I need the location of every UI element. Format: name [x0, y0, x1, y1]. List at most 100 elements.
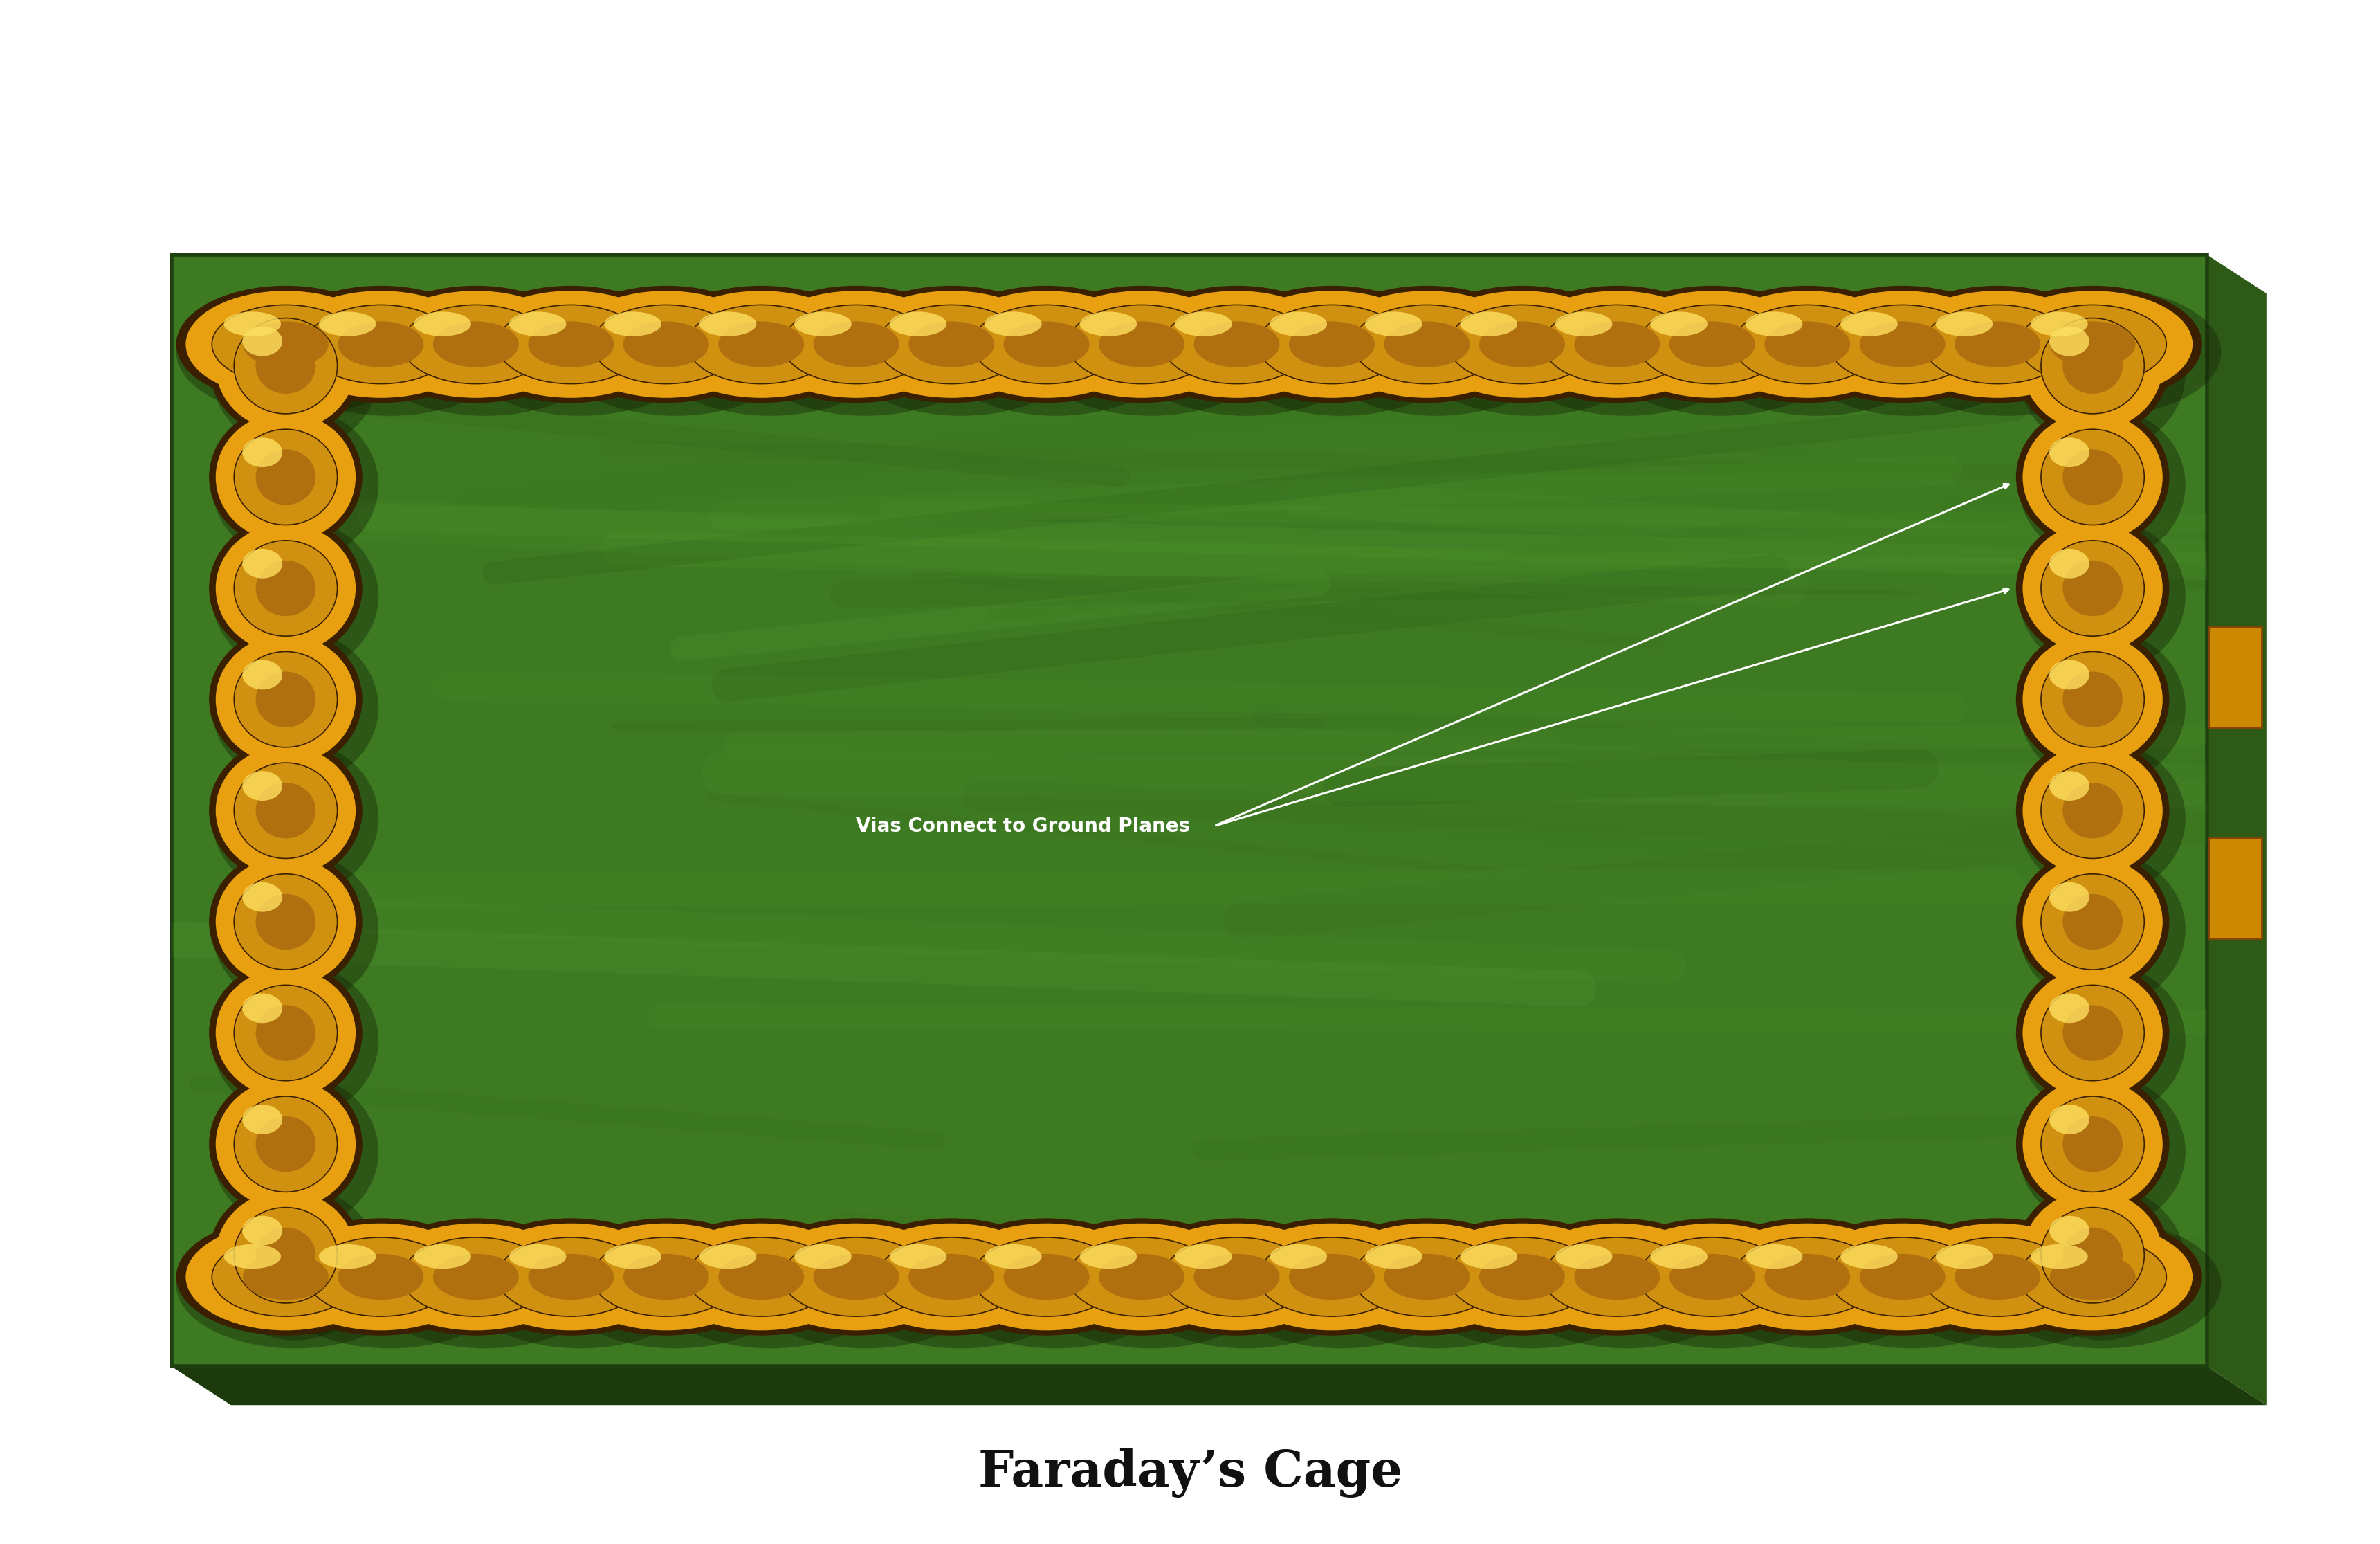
Ellipse shape — [1411, 1221, 1649, 1348]
Ellipse shape — [1033, 289, 1271, 415]
Ellipse shape — [233, 318, 338, 414]
Ellipse shape — [1411, 1218, 1630, 1336]
Ellipse shape — [1042, 1223, 1242, 1331]
Ellipse shape — [209, 962, 362, 1104]
Ellipse shape — [2023, 523, 2161, 653]
Ellipse shape — [212, 1186, 378, 1340]
Ellipse shape — [367, 286, 585, 403]
Ellipse shape — [1859, 1254, 1944, 1300]
Ellipse shape — [700, 312, 757, 337]
Ellipse shape — [212, 1075, 378, 1229]
Ellipse shape — [2061, 783, 2123, 838]
Ellipse shape — [2016, 1073, 2168, 1215]
Ellipse shape — [1221, 1221, 1459, 1348]
Ellipse shape — [2040, 429, 2144, 525]
Ellipse shape — [973, 1237, 1121, 1317]
Ellipse shape — [2016, 962, 2168, 1104]
Ellipse shape — [209, 1184, 362, 1326]
Ellipse shape — [255, 894, 317, 950]
Ellipse shape — [414, 1244, 471, 1269]
Ellipse shape — [212, 630, 378, 784]
Ellipse shape — [783, 1237, 931, 1317]
Ellipse shape — [1352, 304, 1499, 384]
Ellipse shape — [243, 548, 283, 579]
Ellipse shape — [852, 290, 1052, 398]
Ellipse shape — [1611, 1223, 1811, 1331]
Ellipse shape — [2018, 741, 2185, 896]
Ellipse shape — [281, 290, 481, 398]
Ellipse shape — [209, 628, 362, 770]
Ellipse shape — [757, 1223, 957, 1331]
Ellipse shape — [2023, 1190, 2161, 1320]
Ellipse shape — [2049, 321, 2135, 367]
Ellipse shape — [471, 290, 671, 398]
Ellipse shape — [2016, 406, 2168, 548]
Ellipse shape — [1954, 1254, 2040, 1300]
Ellipse shape — [1069, 304, 1216, 384]
Ellipse shape — [1316, 1218, 1535, 1336]
Ellipse shape — [176, 1218, 395, 1336]
Ellipse shape — [909, 321, 995, 367]
Ellipse shape — [2016, 295, 2168, 437]
Ellipse shape — [2018, 304, 2166, 384]
Ellipse shape — [497, 304, 645, 384]
Ellipse shape — [1745, 312, 1802, 337]
Ellipse shape — [1364, 312, 1421, 337]
Ellipse shape — [1706, 290, 1906, 398]
Ellipse shape — [255, 1116, 317, 1172]
Ellipse shape — [2016, 740, 2168, 882]
Ellipse shape — [224, 1244, 281, 1269]
Ellipse shape — [566, 1223, 766, 1331]
Ellipse shape — [652, 1218, 871, 1336]
Ellipse shape — [2049, 437, 2090, 468]
Ellipse shape — [652, 1221, 890, 1348]
Ellipse shape — [209, 1073, 362, 1215]
Ellipse shape — [2023, 746, 2161, 875]
Ellipse shape — [255, 1227, 317, 1283]
Ellipse shape — [2030, 312, 2087, 337]
Ellipse shape — [255, 783, 317, 838]
Ellipse shape — [367, 289, 605, 415]
Ellipse shape — [2016, 517, 2168, 659]
Ellipse shape — [1042, 290, 1242, 398]
Ellipse shape — [1697, 286, 1916, 403]
Ellipse shape — [878, 304, 1026, 384]
Ellipse shape — [255, 338, 317, 394]
Ellipse shape — [338, 321, 424, 367]
Ellipse shape — [2061, 1005, 2123, 1061]
Ellipse shape — [217, 1190, 355, 1320]
Ellipse shape — [367, 1221, 605, 1348]
Ellipse shape — [2023, 635, 2161, 764]
Ellipse shape — [2023, 412, 2161, 542]
Ellipse shape — [1507, 289, 1745, 415]
Ellipse shape — [1887, 286, 2106, 403]
Ellipse shape — [747, 1218, 966, 1336]
Ellipse shape — [217, 1079, 355, 1209]
Ellipse shape — [497, 1237, 645, 1317]
Text: Vias Connect to Ground Planes: Vias Connect to Ground Planes — [857, 817, 1190, 835]
Ellipse shape — [1649, 1244, 1706, 1269]
Ellipse shape — [1383, 321, 1468, 367]
Ellipse shape — [2049, 1254, 2135, 1300]
Ellipse shape — [2023, 1079, 2161, 1209]
Ellipse shape — [1637, 304, 1785, 384]
Ellipse shape — [509, 1244, 566, 1269]
Ellipse shape — [2061, 1116, 2123, 1172]
Ellipse shape — [1352, 1237, 1499, 1317]
Ellipse shape — [2018, 1186, 2185, 1340]
Ellipse shape — [233, 1207, 338, 1303]
Ellipse shape — [1326, 1223, 1526, 1331]
Ellipse shape — [1706, 1223, 1906, 1331]
Ellipse shape — [338, 1254, 424, 1300]
Ellipse shape — [281, 1223, 481, 1331]
Ellipse shape — [1573, 321, 1659, 367]
Ellipse shape — [243, 1215, 283, 1246]
Ellipse shape — [217, 301, 355, 431]
Ellipse shape — [1161, 1237, 1309, 1317]
Ellipse shape — [212, 519, 378, 673]
Ellipse shape — [255, 449, 317, 505]
Ellipse shape — [1364, 1244, 1421, 1269]
Ellipse shape — [319, 312, 376, 337]
Ellipse shape — [593, 1237, 740, 1317]
Ellipse shape — [1542, 1237, 1690, 1317]
